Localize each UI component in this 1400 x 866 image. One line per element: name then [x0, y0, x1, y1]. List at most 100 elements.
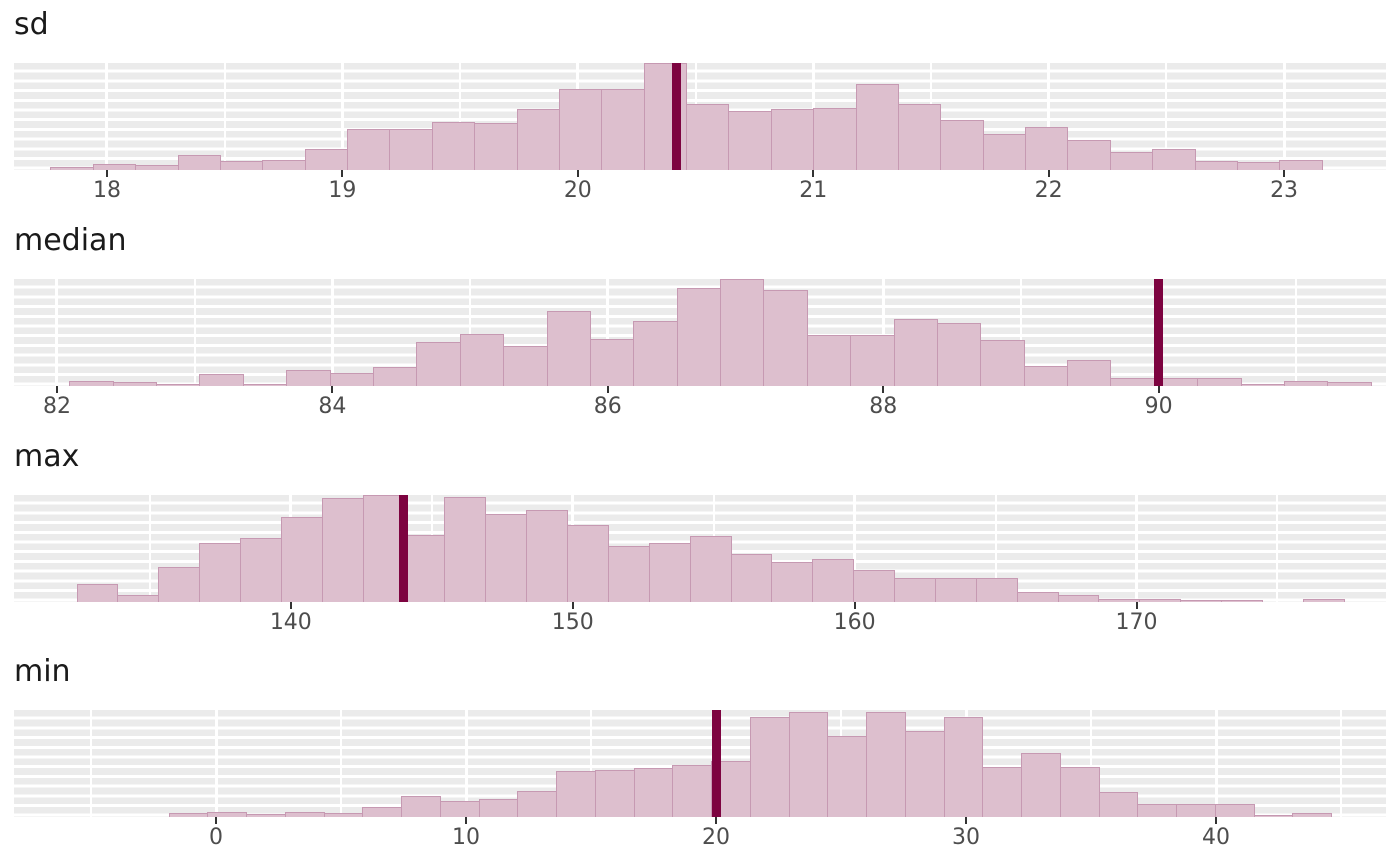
axis-tick-mark	[853, 601, 856, 609]
histogram-bar	[1023, 365, 1069, 386]
axis-tick-label: 84	[318, 393, 347, 419]
axis-tick-label: 10	[452, 825, 480, 851]
axis-tick-label: 22	[1034, 178, 1063, 203]
histogram-bar	[1197, 377, 1242, 386]
histogram-bar	[894, 577, 936, 602]
x-axis: 82 84 86 88 90	[14, 385, 1386, 431]
histogram-bar	[812, 558, 855, 602]
x-axis: 140 150 160 170	[14, 601, 1386, 647]
histogram-bar	[1214, 804, 1255, 818]
histogram-bar	[940, 120, 984, 170]
histogram-bar	[893, 318, 938, 386]
histogram-bar	[1176, 804, 1216, 818]
histogram-bar	[459, 333, 505, 386]
plot-panel	[14, 278, 1386, 386]
axis-tick-mark	[465, 817, 467, 825]
axis-tick-mark	[715, 817, 717, 825]
histogram-bar	[853, 569, 896, 602]
histogram-bar	[304, 149, 349, 170]
histogram-bar	[503, 345, 548, 386]
axis-tick-mark	[965, 817, 967, 825]
plot-panel	[14, 710, 1386, 818]
axis-tick-mark	[331, 385, 334, 393]
histogram-bar	[362, 807, 402, 818]
histogram-bar	[474, 123, 518, 170]
histogram-bar	[827, 736, 867, 818]
histogram-bar	[321, 497, 364, 602]
histogram-bar	[1221, 599, 1263, 602]
gridline-minor	[1276, 494, 1279, 602]
histogram-bar	[763, 289, 808, 386]
observed-stat-line	[399, 494, 409, 602]
axis-tick-mark	[1135, 601, 1138, 609]
gridline-major	[1282, 63, 1286, 170]
axis-tick-mark	[289, 601, 292, 609]
histogram-bar	[633, 768, 674, 818]
histogram-bar	[403, 534, 446, 602]
axis-tick-label: 86	[593, 393, 622, 419]
histogram-bar	[1110, 377, 1155, 386]
histogram-bar	[1067, 359, 1112, 386]
gridline-major	[340, 63, 344, 170]
histogram-bar	[730, 553, 773, 602]
gridline-minor	[148, 494, 151, 602]
gridline-major	[1214, 710, 1218, 818]
axis-tick-label: 90	[1144, 393, 1173, 419]
histogram-bar	[478, 799, 519, 818]
histogram-bar	[1025, 127, 1069, 170]
gridline-minor	[340, 710, 342, 818]
gridline-minor	[90, 710, 92, 818]
histogram-bar	[240, 537, 282, 602]
histogram-bar	[904, 731, 945, 818]
histogram-bar	[850, 334, 895, 386]
gridline-minor	[193, 278, 196, 386]
histogram-bar	[633, 320, 678, 386]
histogram-bar	[589, 338, 635, 386]
histogram-bar	[648, 542, 691, 602]
plot-panel	[14, 63, 1386, 170]
facet-min: min 0 10 20 30 40	[0, 647, 1400, 863]
gridline-minor	[1340, 710, 1342, 818]
histogram-bar	[286, 369, 331, 386]
histogram-bar	[601, 89, 645, 170]
axis-tick-label: 170	[1115, 609, 1158, 635]
gridline-minor	[1165, 63, 1168, 170]
facet-median: median 82 84 86 88 90	[0, 216, 1400, 432]
axis-tick-label: 88	[869, 393, 898, 419]
gridline-major	[881, 278, 885, 386]
axis-tick-mark	[571, 601, 574, 609]
histogram-bar	[1137, 804, 1177, 818]
histogram-bar	[788, 712, 829, 818]
histogram-bar	[347, 129, 391, 170]
histogram-bar	[720, 278, 765, 386]
axis-tick-mark	[1283, 170, 1286, 177]
histogram-bar	[1016, 591, 1059, 602]
histogram-bar	[444, 496, 487, 602]
histogram-bar	[934, 577, 977, 602]
histogram-bar	[158, 566, 201, 602]
histogram-bar	[373, 366, 418, 386]
axis-tick-mark	[1157, 385, 1160, 393]
histogram-bar	[401, 796, 441, 818]
axis-tick-label: 18	[92, 178, 121, 203]
histogram-bar	[806, 334, 852, 386]
histogram-bar	[897, 104, 942, 170]
axis-tick-label: 30	[952, 825, 980, 851]
histogram-bar	[607, 545, 650, 602]
axis-tick-label: 160	[833, 609, 876, 635]
axis-tick-mark	[576, 170, 579, 177]
axis-tick-mark	[812, 170, 815, 177]
histogram-bar	[556, 771, 596, 818]
facet-title: median	[14, 222, 127, 258]
histogram-bar	[1279, 160, 1323, 170]
plot-panel	[14, 494, 1386, 602]
gridline-major	[606, 278, 610, 386]
histogram-bar	[975, 577, 1018, 602]
histogram-bar	[117, 594, 160, 602]
histogram-bar	[676, 287, 722, 386]
axis-tick-mark	[1047, 170, 1050, 177]
histogram-bar	[516, 109, 560, 170]
axis-tick-mark	[215, 817, 217, 825]
histogram-bar	[936, 322, 982, 386]
